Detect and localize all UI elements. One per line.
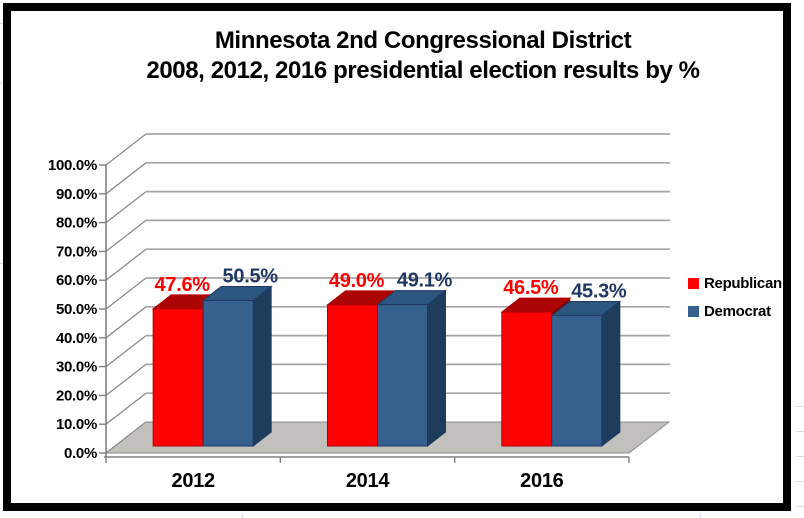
data-label-republican-2012: 47.6%: [155, 274, 211, 296]
sheet-gridline: [700, 513, 701, 518]
x-category-label: 2016: [520, 470, 563, 492]
bar-democrat-2016-front: [551, 315, 603, 447]
republican-swatch-icon: [688, 277, 699, 289]
side-wall-gridline: [105, 248, 147, 281]
side-wall-gridline: [105, 191, 147, 224]
side-wall-gridline: [105, 277, 147, 310]
legend-item-democrat[interactable]: Democrat: [688, 300, 782, 322]
bar-democrat-2016-side: [601, 300, 621, 448]
x-category-label: 2012: [172, 470, 215, 492]
y-tick-label: 50.0%: [56, 301, 97, 318]
sheet-gridline: [796, 431, 804, 432]
chart-title[interactable]: Minnesota 2nd Congressional District 200…: [42, 26, 804, 86]
y-tick-label: 60.0%: [56, 272, 97, 289]
bar-republican-2014-front: [326, 304, 378, 447]
bar-democrat-2014-front: [376, 304, 428, 447]
democrat-swatch-icon: [688, 305, 699, 317]
side-wall-gridline: [105, 162, 147, 195]
side-wall-gridline: [105, 133, 147, 166]
y-tick-label: 70.0%: [56, 243, 97, 260]
chart-title-line2: 2008, 2012, 2016 presidential election r…: [146, 57, 700, 84]
bar-republican-2012-front: [152, 308, 204, 447]
sheet-gridline: [796, 481, 804, 482]
legend[interactable]: Republican Democrat: [688, 272, 782, 328]
sheet-gridline: [0, 83, 3, 84]
sheet-gridline: [0, 263, 3, 264]
sheet-gridline: [796, 406, 804, 407]
y-tick-label: 30.0%: [56, 359, 97, 376]
side-wall-gridline: [105, 219, 147, 252]
data-label-democrat-2014: 49.1%: [397, 270, 453, 292]
y-tick-label: 80.0%: [56, 215, 97, 232]
data-label-republican-2016: 46.5%: [503, 277, 559, 299]
data-label-republican-2014: 49.0%: [329, 270, 385, 292]
sheet-gridline: [242, 513, 243, 518]
y-tick-label: 10.0%: [56, 416, 97, 433]
y-tick-label: 20.0%: [56, 387, 97, 404]
side-wall-gridline: [105, 335, 147, 368]
bar-democrat-2012-front: [202, 300, 254, 447]
legend-item-republican[interactable]: Republican: [688, 272, 782, 294]
bar-republican-2016-front: [501, 311, 553, 447]
y-tick-label: 40.0%: [56, 330, 97, 347]
side-wall-gridline: [105, 306, 147, 339]
chart-title-line1: Minnesota 2nd Congressional District: [214, 27, 632, 54]
legend-label-republican: Republican: [704, 274, 782, 292]
sheet-gridline: [0, 23, 3, 24]
sheet-gridline: [796, 506, 804, 507]
side-wall-gridline: [105, 392, 147, 425]
y-tick-label: 0.0%: [64, 445, 97, 462]
bar-democrat-2012-side: [252, 285, 272, 448]
x-category-label: 2014: [346, 470, 390, 492]
bar-democrat-2014-side: [426, 289, 446, 448]
y-tick-label: 90.0%: [56, 186, 97, 203]
data-label-democrat-2016: 45.3%: [571, 281, 627, 303]
data-label-democrat-2012: 50.5%: [223, 266, 279, 288]
side-wall-gridline: [105, 363, 147, 396]
sheet-gridline: [796, 456, 804, 457]
y-tick-label: 100.0%: [48, 157, 97, 174]
legend-label-democrat: Democrat: [704, 302, 771, 320]
